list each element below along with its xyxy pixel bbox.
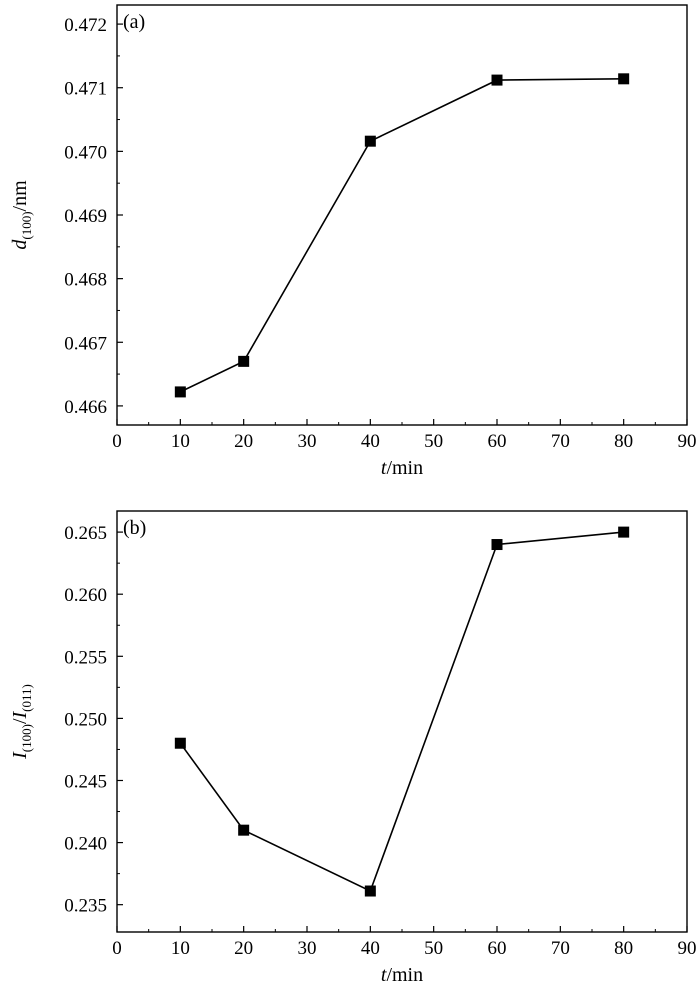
panel-a-series-line xyxy=(179,78,624,393)
panel-b-y-tick-label: 0.250 xyxy=(64,709,107,730)
panel-a: 0 10 20 30 40 50 60 70 80 90 0.466 0.467 0.468 0.469 0… xyxy=(9,4,697,479)
panel-a-x-tick-label: 60 xyxy=(488,431,507,452)
panel-a-x-tick-label: 0 xyxy=(112,431,122,452)
panel-a-data-point xyxy=(491,74,503,86)
panel-a-x-tick-label: 80 xyxy=(614,431,633,452)
panel-b-y-tick-label: 0.255 xyxy=(64,647,107,668)
panel-a-x-tick-label: 70 xyxy=(551,431,570,452)
panel-b-x-tick-label: 10 xyxy=(171,938,190,959)
panel-b-x-tick-label: 70 xyxy=(551,938,570,959)
y-axis-variable-2: I xyxy=(9,710,31,719)
x-axis-variable: t xyxy=(381,964,387,986)
y-axis-separator: /nm xyxy=(9,180,31,212)
panel-b-x-tick-label: 0 xyxy=(112,938,122,959)
panel-a-y-tick-label: 0.467 xyxy=(64,333,107,354)
panel-b-y-tick-label: 0.265 xyxy=(64,523,107,544)
panel-a-y-tick-label: 0.472 xyxy=(64,15,107,36)
y-axis-subscript: (100) xyxy=(19,211,34,239)
panel-a-x-tick-label: 40 xyxy=(361,431,380,452)
panel-a-x-tick-label: 30 xyxy=(298,431,317,452)
panel-b-data-point xyxy=(491,539,503,551)
panel-b-y-tick-label: 0.240 xyxy=(64,834,107,855)
y-axis-separator: / xyxy=(9,718,31,724)
y-axis-variable: I xyxy=(9,751,31,760)
panel-a-x-tick-label: 50 xyxy=(424,431,443,452)
panel-b-x-tick-label: 60 xyxy=(488,938,507,959)
y-axis-subscript: (100) xyxy=(19,724,34,752)
panel-b-x-tick-label: 30 xyxy=(298,938,317,959)
panel-b-data-point xyxy=(618,526,630,538)
panel-a-y-axis-title: d(100)/nm xyxy=(9,180,34,250)
panel-b-data-point xyxy=(364,885,376,897)
panel-a-x-tick-label: 90 xyxy=(678,431,697,452)
panel-a-y-tick-label: 0.468 xyxy=(64,270,107,291)
panel-b-series-line xyxy=(179,531,624,893)
y-axis-variable: d xyxy=(9,239,31,250)
panel-a-y-tick-label: 0.466 xyxy=(64,397,107,418)
panel-a-y-tick-label: 0.470 xyxy=(64,142,107,163)
panel-a-label: (a) xyxy=(123,11,145,33)
panel-a-data-point xyxy=(618,73,630,85)
panel-a-data-point xyxy=(174,386,186,398)
panel-a-data-point xyxy=(238,355,250,367)
panel-a-frame xyxy=(116,4,688,426)
x-axis-variable: t xyxy=(381,457,387,479)
y-axis-subscript-2: (011) xyxy=(19,684,34,712)
panel-b-data-point xyxy=(174,737,186,749)
panel-b-y-tick-label: 0.245 xyxy=(64,771,107,792)
panel-b-label: (b) xyxy=(123,517,146,539)
x-axis-unit: /min xyxy=(386,457,423,479)
panel-b-x-tick-label: 20 xyxy=(234,938,253,959)
panel-b-y-axis-title: I(100)/I(011) xyxy=(9,684,34,760)
panel-a-data-point xyxy=(364,135,376,147)
panel-a-y-tick-label: 0.469 xyxy=(64,206,107,227)
panel-b-x-tick-label: 90 xyxy=(678,938,697,959)
panel-b-y-tick-label: 0.260 xyxy=(64,585,107,606)
panel-b: 0 10 20 30 40 50 60 70 80 90 0.235 0.240 0.245 0.250 0… xyxy=(9,510,697,986)
panel-b-x-tick-label: 40 xyxy=(361,938,380,959)
panel-b-data-point xyxy=(238,824,250,836)
panel-a-x-tick-label: 10 xyxy=(171,431,190,452)
x-axis-unit: /min xyxy=(386,964,423,986)
panel-b-x-tick-label: 50 xyxy=(424,938,443,959)
panel-b-frame xyxy=(116,510,688,933)
panel-b-x-tick-label: 80 xyxy=(614,938,633,959)
panel-a-x-axis-title: t/min xyxy=(381,457,423,479)
panel-a-x-tick-label: 20 xyxy=(234,431,253,452)
panel-b-x-axis-title: t/min xyxy=(381,964,423,986)
panel-a-y-tick-label: 0.471 xyxy=(64,79,107,100)
panel-b-y-tick-label: 0.235 xyxy=(64,896,107,917)
